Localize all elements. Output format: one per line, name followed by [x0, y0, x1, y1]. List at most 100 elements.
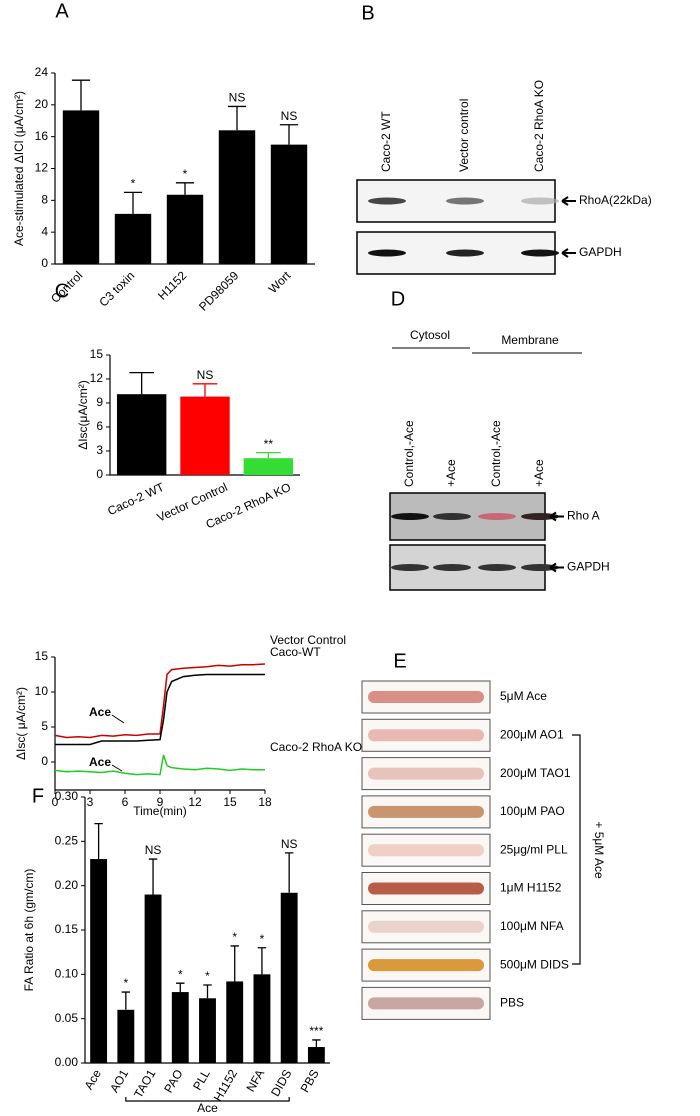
x-tick-label: PBS: [298, 1067, 322, 1095]
y-tick-label: 0.00: [55, 1055, 79, 1069]
x-tick-label: 0: [52, 795, 59, 809]
y-tick-label: 6: [96, 419, 103, 433]
significance: **: [264, 437, 274, 451]
band: [368, 197, 406, 205]
bar: [166, 194, 204, 264]
error-bar: [192, 383, 218, 397]
lane-label: +Ace: [532, 459, 546, 487]
panel-letter: E: [393, 650, 406, 672]
panel-letter: F: [32, 785, 44, 807]
tissue: [368, 729, 484, 742]
error-bar: [203, 984, 212, 999]
bar: [218, 130, 256, 264]
y-tick-label: 0: [41, 256, 48, 270]
legend-label: Caco-2 RhoA KO: [270, 740, 362, 754]
y-tick-label: 0.30: [55, 789, 79, 803]
error-bar: [71, 79, 91, 111]
bar: [180, 396, 230, 475]
annotation: Ace: [89, 755, 111, 769]
band: [478, 564, 516, 571]
x-tick-label: AO1: [107, 1067, 131, 1095]
band: [521, 249, 559, 257]
y-tick-label: 15: [90, 347, 104, 361]
panel-letter: B: [361, 2, 374, 24]
error-bar: [255, 451, 281, 459]
y-tick-label: 24: [35, 65, 49, 79]
bar: [114, 213, 152, 264]
bar: [253, 974, 271, 1063]
error-bar: [148, 858, 158, 895]
x-tick-label: Wort: [266, 268, 294, 296]
panel-letter: D: [391, 288, 405, 310]
significance: *: [178, 967, 183, 981]
tissue: [368, 882, 484, 895]
trace-line: [54, 663, 266, 739]
error-bar: [230, 945, 239, 982]
error-bar: [123, 191, 143, 214]
significance: NS: [145, 843, 162, 857]
significance: NS: [281, 109, 298, 123]
bar: [116, 394, 167, 475]
y-axis-label: Ace-stimulated ΔICl (μA/cm²): [12, 91, 26, 246]
significance: *: [183, 167, 188, 181]
band: [521, 564, 559, 571]
bar: [171, 992, 189, 1063]
bar: [117, 1009, 135, 1063]
annotation: Ace: [89, 705, 111, 719]
lane-label: Control,-Ace: [489, 420, 503, 487]
y-tick-label: 0: [96, 467, 103, 481]
error-bar: [121, 991, 131, 1010]
annotation-arrow: [111, 714, 125, 724]
tissue: [368, 767, 484, 780]
trace-line: [55, 673, 265, 746]
lane-label: Control,-Ace: [402, 420, 416, 487]
tissue: [368, 997, 484, 1010]
lane-label: Caco-2 WT: [379, 111, 393, 172]
significance: *: [205, 969, 210, 983]
significance: *: [232, 930, 237, 944]
lane-label: Vector control: [457, 99, 471, 172]
x-tick-label: TAO1: [131, 1067, 159, 1101]
y-axis-label: ΔIsc(μA/cm²): [76, 380, 90, 450]
error-bar: [176, 982, 185, 993]
tissue-label: PBS: [500, 996, 524, 1010]
error-bar: [279, 124, 299, 145]
band: [521, 197, 559, 205]
y-axis-label: FA Ratio at 6h (gm/cm): [22, 869, 36, 992]
significance: NS: [281, 837, 298, 851]
tissue: [368, 920, 484, 933]
y-tick-label: 0.15: [55, 922, 79, 936]
band: [368, 249, 406, 257]
y-tick-label: 20: [35, 97, 49, 111]
error-bar: [227, 105, 247, 131]
y-tick-label: 3: [96, 443, 103, 457]
x-tick-label: 12: [188, 795, 202, 809]
lane-label: Caco-2 RhoA KO: [532, 80, 546, 172]
row-arrow: [549, 562, 564, 573]
tissue-label: 25μg/ml PLL: [500, 842, 568, 856]
tissue: [368, 959, 484, 972]
y-tick-label: 8: [41, 193, 48, 207]
error-bar: [94, 822, 103, 860]
significance: *: [131, 177, 136, 191]
bracket: [572, 734, 581, 965]
x-tick-label: H1152: [155, 268, 190, 303]
row-label: GAPDH: [579, 245, 622, 259]
bar: [280, 892, 298, 1063]
panel-letter: C: [55, 280, 69, 302]
x-tick-label: NFA: [243, 1067, 267, 1094]
group-label: Membrane: [501, 333, 559, 347]
tissue-label: 100μM PAO: [500, 804, 565, 818]
y-tick-label: 0: [41, 754, 48, 768]
band: [521, 513, 559, 520]
significance: ***: [309, 1024, 323, 1038]
significance: NS: [197, 368, 214, 382]
x-tick-label: PLL: [190, 1067, 213, 1093]
error-bar: [129, 371, 155, 395]
significance: *: [123, 976, 128, 990]
x-tick-label: DIDS: [268, 1067, 294, 1099]
row-arrow: [549, 511, 564, 522]
x-tick-label: PAO: [161, 1067, 185, 1095]
group-label: Ace: [197, 1101, 218, 1115]
y-tick-label: 15: [35, 649, 49, 663]
